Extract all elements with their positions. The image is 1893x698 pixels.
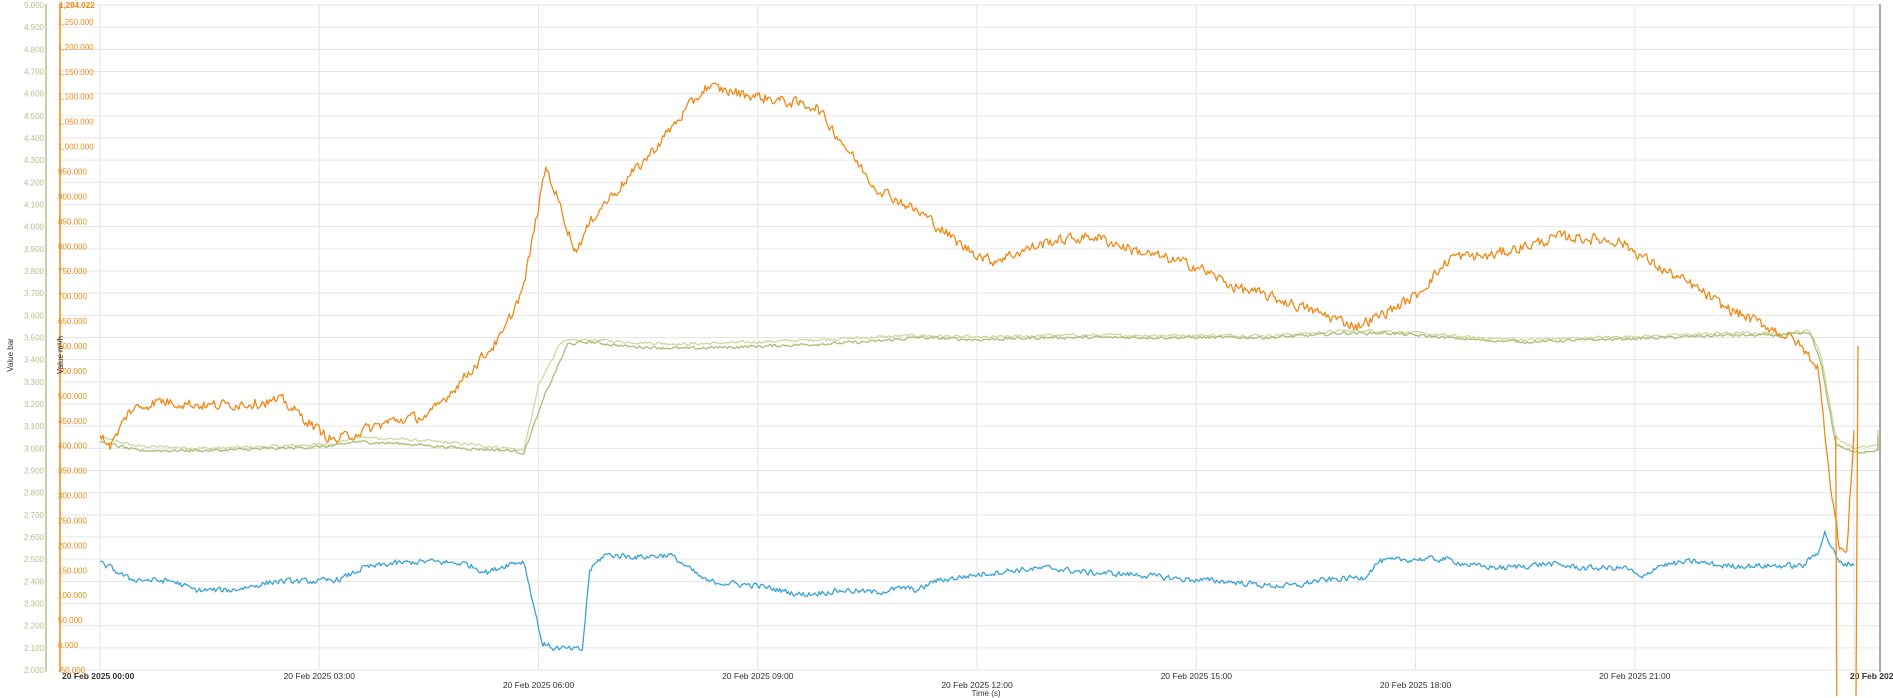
series-dropout [1835,435,1838,697]
flow-axis-title: Value m³/h [56,336,65,374]
bar-tick-label: 4.200 [24,178,45,187]
flow-tick-label: 250.000 [58,516,87,525]
bar-tick-label: 4.000 [24,223,45,232]
flow-tick-label: 1,000.000 [58,143,94,152]
flow-tick-label: 300.000 [58,492,87,501]
series-line [99,328,1879,453]
flow-tick-label: 800.000 [58,242,87,251]
bar-tick-label: 3.100 [24,422,45,431]
bar-tick-label: 3.200 [24,400,45,409]
bar-tick-label: 3.500 [24,334,45,343]
bar-tick-label: 2.100 [24,644,45,653]
bar-tick-label: 2.600 [24,533,45,542]
x-tick-label: 20 Feb 2025 24:00 [1850,671,1893,681]
flow-tick-label: 550.000 [58,367,87,376]
series-line [99,331,1879,455]
series-line [99,530,1855,652]
flow-tick-label: 850.000 [58,217,87,226]
x-tick-label: 20 Feb 2025 09:00 [722,671,794,681]
bar-tick-label: 3.900 [24,245,45,254]
series-layer [99,82,1879,697]
x-tick-label: 20 Feb 2025 06:00 [503,680,575,690]
series-dropout [1855,345,1859,697]
bar-tick-label: 2.500 [24,555,45,564]
bar-tick-label: 3.300 [24,378,45,387]
bar-tick-label: 2.000 [24,666,45,675]
flow-tick-label: 400.000 [58,442,87,451]
flow-tick-label: 700.000 [58,292,87,301]
x-tick-label: 20 Feb 2025 21:00 [1599,671,1671,681]
bar-tick-label: 2.800 [24,489,45,498]
bar-tick-label: 4.600 [24,90,45,99]
x-tick-label: 20 Feb 2025 00:00 [62,671,135,681]
bar-tick-label: 4.100 [24,201,45,210]
flow-tick-label: 350.000 [58,467,87,476]
flow-tick-label: 100.000 [58,591,87,600]
bar-tick-label: 4.500 [24,112,45,121]
x-tick-label: 20 Feb 2025 12:00 [941,680,1013,690]
flow-tick-label: 450.000 [58,417,87,426]
flow-tick-label: 900.000 [58,192,87,201]
flow-tick-label: -50.000 [58,666,86,675]
flow-tick-label: 1,250.000 [58,18,94,27]
series-line [99,82,1855,553]
bar-tick-label: 2.200 [24,622,45,631]
flow-tick-label: 150.000 [58,566,87,575]
bar-tick-label: 3.600 [24,311,45,320]
x-axis-title: Time (s) [971,689,1000,698]
flow-tick-label: 600.000 [58,342,87,351]
bar-tick-label: 2.400 [24,577,45,586]
bar-tick-label: 2.700 [24,511,45,520]
bar-tick-label: 4.300 [24,156,45,165]
flow-tick-label: 50.000 [58,616,83,625]
bar-tick-label: 3.700 [24,289,45,298]
bar-tick-label: 3.400 [24,356,45,365]
flow-tick-label: 1,100.000 [58,93,94,102]
flow-axis-max-label: 1,284.022 [59,1,95,10]
flow-tick-label: 500.000 [58,392,87,401]
x-axis-ticks: 20 Feb 2025 00:00 20 Feb 2025 03:00 20 Feb… [62,671,1893,690]
flow-tick-label: 1,200.000 [58,43,94,52]
bar-axis-title: Value bar [6,338,15,372]
bar-tick-label: 3.800 [24,267,45,276]
x-tick-label: 20 Feb 2025 15:00 [1161,671,1233,681]
bar-axis-ticks: 2.000 2.100 2.200 2.300 2.400 2.500 2.600 2.700… [24,1,45,675]
bar-tick-label: 4.700 [24,68,45,77]
x-tick-label: 20 Feb 2025 03:00 [284,671,356,681]
flow-tick-label: 950.000 [58,168,87,177]
flow-tick-label: 650.000 [58,317,87,326]
bar-tick-label: 4.900 [24,23,45,32]
bar-tick-label: 4.800 [24,45,45,54]
bar-tick-label: 5.000 [24,1,45,10]
bar-tick-label: 3.000 [24,444,45,453]
x-tick-label: 20 Feb 2025 18:00 [1380,680,1452,690]
flow-tick-label: 0.000 [58,641,79,650]
flow-tick-label: 750.000 [58,267,87,276]
bar-tick-label: 2.300 [24,600,45,609]
flow-axis-ticks: -50.000 0.000 50.000 100.000 150.000 200.000 2… [58,18,94,675]
flow-tick-label: 200.000 [58,541,87,550]
flow-tick-label: 1,050.000 [58,118,94,127]
bar-tick-label: 2.900 [24,467,45,476]
bar-tick-label: 4.400 [24,134,45,143]
flow-tick-label: 1,150.000 [58,68,94,77]
